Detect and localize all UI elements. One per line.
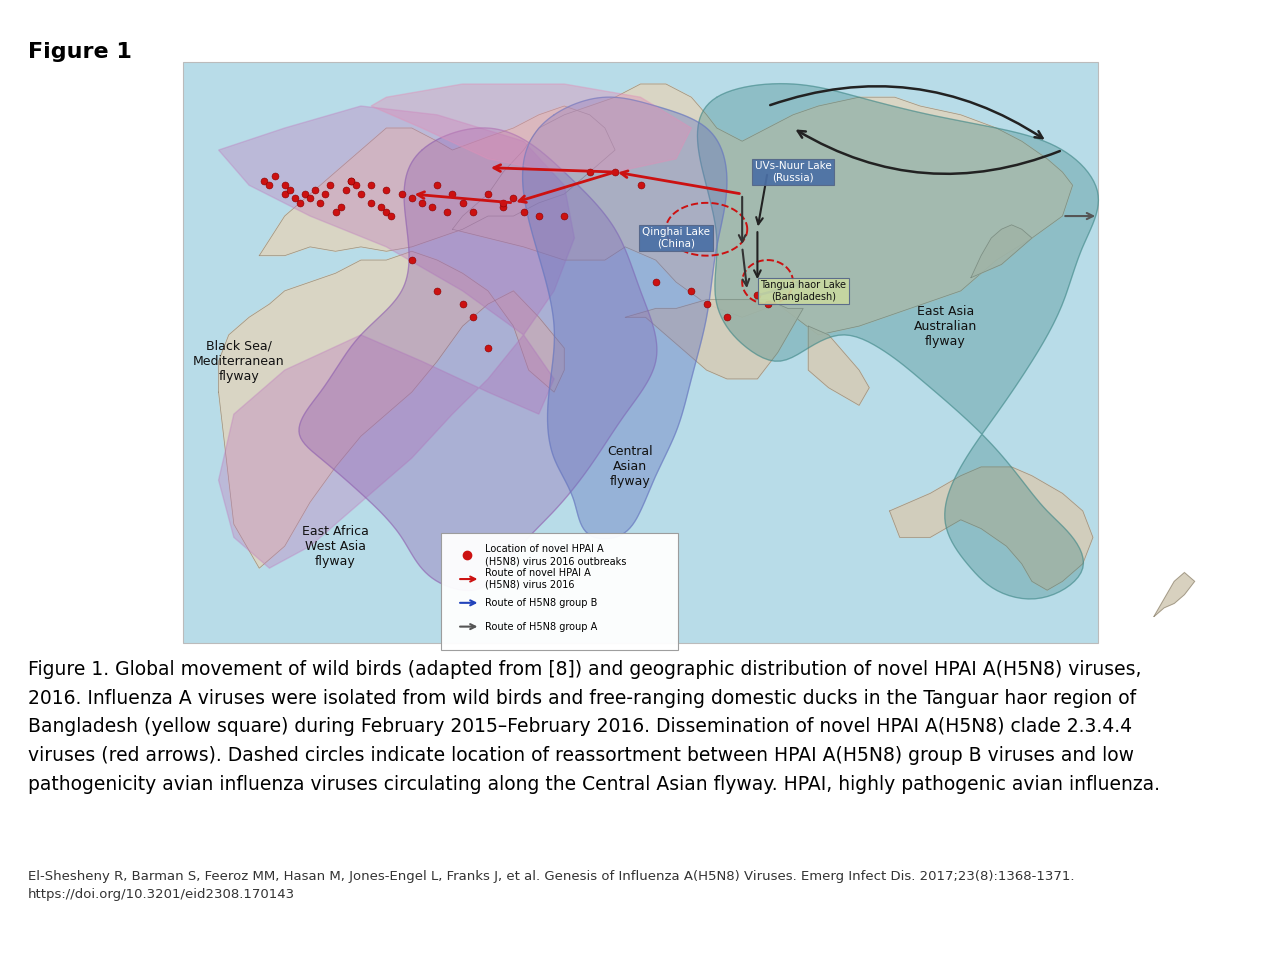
Polygon shape [219,252,564,568]
Text: East Asia
Australian
flyway: East Asia Australian flyway [914,304,977,348]
Polygon shape [890,467,1093,590]
Text: Black Sea/
Mediterranean
flyway: Black Sea/ Mediterranean flyway [193,340,284,383]
Text: Qinghai Lake
(China): Qinghai Lake (China) [643,228,710,249]
Polygon shape [698,84,1098,599]
Text: Central
Asian
flyway: Central Asian flyway [608,445,653,489]
Polygon shape [371,84,691,172]
Text: El-Shesheny R, Barman S, Feeroz MM, Hasan M, Jones-Engel L, Franks J, et al. Gen: El-Shesheny R, Barman S, Feeroz MM, Hasa… [28,870,1074,901]
Polygon shape [1153,572,1194,616]
FancyBboxPatch shape [183,62,1098,643]
Polygon shape [452,84,1073,335]
Polygon shape [300,128,657,590]
Text: Route of H5N8 group B: Route of H5N8 group B [485,598,598,608]
Text: Location of novel HPAI A
(H5N8) virus 2016 outbreaks: Location of novel HPAI A (H5N8) virus 20… [485,544,627,566]
Text: UVs-Nuur Lake
(Russia): UVs-Nuur Lake (Russia) [755,161,832,182]
Polygon shape [219,106,575,568]
Polygon shape [808,326,869,405]
Text: Figure 1. Global movement of wild birds (adapted from [8]) and geographic distri: Figure 1. Global movement of wild birds … [28,660,1160,794]
Text: Tangua haor Lake
(Bangladesh): Tangua haor Lake (Bangladesh) [760,280,846,301]
FancyBboxPatch shape [440,533,678,650]
Text: East Africa
West Asia
flyway: East Africa West Asia flyway [302,525,369,567]
Polygon shape [522,97,727,539]
Polygon shape [972,225,1032,277]
Text: Figure 1: Figure 1 [28,42,132,62]
Text: Route of novel HPAI A
(H5N8) virus 2016: Route of novel HPAI A (H5N8) virus 2016 [485,568,591,589]
Polygon shape [625,300,803,379]
Text: Route of H5N8 group A: Route of H5N8 group A [485,622,598,632]
Polygon shape [260,106,616,255]
